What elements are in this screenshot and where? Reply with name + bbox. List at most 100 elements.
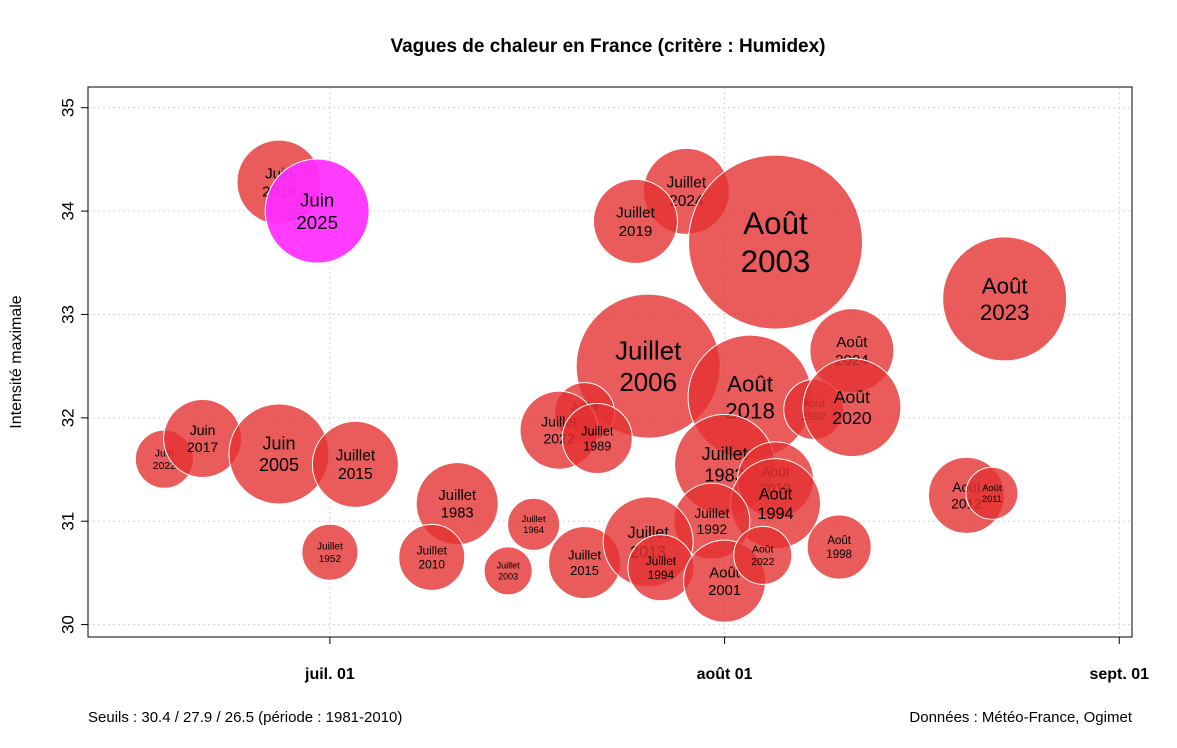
y-tick-label: 32 [58, 408, 77, 427]
bubble-year: 2022 [153, 461, 176, 472]
y-axis: 30 31 32 33 34 35 [58, 98, 88, 634]
bubble-year: 2003 [741, 244, 811, 279]
bubble-circle [398, 523, 466, 591]
bubble-label: Juin [190, 422, 216, 438]
bubble-label: Juillet [438, 488, 476, 504]
bubble-label: Août [834, 387, 870, 407]
bubble-label: Juillet [317, 542, 343, 553]
bubble-circle [942, 236, 1068, 362]
x-tick-label: août 01 [697, 666, 753, 683]
bubble-label: Août [743, 206, 808, 241]
x-axis: juil. 01 août 01 sept. 01 [304, 637, 1149, 683]
bubble-circle [688, 154, 864, 330]
bubble-label: Juillet [646, 554, 677, 568]
bubble-circle [561, 403, 633, 475]
x-tick-label: sept. 01 [1089, 666, 1149, 683]
bubble-year: 2015 [570, 563, 599, 578]
bubble-label: Juillet [702, 444, 748, 464]
bubble-year: 1992 [697, 522, 727, 537]
bubble-circle [311, 420, 399, 508]
x-tick-label: juil. 01 [304, 666, 355, 683]
bubble-year: 1994 [648, 568, 675, 582]
bubble-label: Juillet [667, 175, 707, 192]
bubble-year: 2011 [982, 494, 1002, 504]
bubble-circle [301, 523, 359, 581]
bubble-year: 2025 [296, 212, 338, 233]
bubble-label: Juillet [497, 561, 521, 571]
y-tick-label: 33 [58, 305, 77, 324]
bubble-year: 2020 [832, 408, 871, 428]
bubble-label: Juillet [336, 447, 376, 464]
bubble-label: Août [759, 486, 793, 504]
bubble-circle [806, 514, 872, 580]
bubble-label: Juillet [522, 514, 546, 524]
bubble-year: 2024 [669, 193, 704, 210]
bubble-circle [264, 158, 370, 264]
bubble-label: Juillet [694, 506, 729, 521]
bubble-label: Juin [155, 449, 174, 460]
bubble-label: Juillet [581, 424, 614, 438]
bubble-label: Août [982, 273, 1029, 298]
bubble-year: 2006 [619, 369, 677, 397]
bubble-circle [965, 466, 1019, 520]
bubble-year: 2017 [187, 439, 218, 455]
bubble-label: Juillet [615, 338, 682, 366]
bubble-label: Août [709, 565, 739, 581]
bubble-year: 2015 [338, 466, 372, 483]
bubble-label: Août [752, 545, 774, 556]
bubble-label: Août [982, 483, 1002, 493]
bubble-circle [733, 525, 793, 585]
y-tick-label: 35 [58, 98, 77, 117]
bubble-circle [802, 357, 902, 457]
bubble-label: Juillet [417, 543, 448, 557]
bubble-year: 2003 [498, 571, 518, 581]
y-tick-label: 34 [58, 202, 77, 221]
bubble: Juillet 1983 [415, 462, 499, 546]
bubble-label: Juillet [616, 205, 655, 222]
bubble-label: Juin [262, 434, 295, 454]
bubble-year: 2005 [259, 455, 299, 475]
bubble: Août 1998 [806, 514, 872, 580]
bubble-label: Août [827, 535, 851, 547]
bubble-circle [483, 546, 533, 596]
bubble-year: 1983 [441, 506, 474, 522]
bubble-year: 1964 [523, 525, 544, 535]
threshold-note: Seuils : 30.4 / 27.9 / 26.5 (période : 1… [88, 709, 402, 726]
bubble-label: Août [727, 372, 774, 397]
bubble-label: Juin [300, 189, 334, 210]
bubble-year: 2023 [980, 300, 1030, 325]
bubble-year: 2022 [751, 557, 774, 568]
chart-title: Vagues de chaleur en France (critère : H… [390, 36, 825, 57]
bubble-year: 2001 [708, 583, 741, 599]
bubble-year: 2019 [619, 223, 653, 240]
bubble-year: 1998 [826, 549, 852, 561]
plot-frame [87, 86, 1133, 638]
bubble-circle [592, 178, 678, 264]
y-axis-label: Intensité maximale [8, 295, 25, 428]
bubble-year: 1952 [319, 554, 342, 565]
bubble-year: 2010 [419, 558, 446, 572]
y-tick-label: 31 [58, 512, 77, 531]
bubble-year: 1983 [705, 465, 745, 485]
bubble-year: 1989 [583, 439, 611, 453]
bubble: Juillet 2015 [311, 420, 399, 508]
bubble-year: 1994 [758, 505, 794, 523]
bubble-label: Juillet [568, 547, 602, 562]
data-source: Données : Météo-France, Ogimet [909, 709, 1132, 726]
y-tick-label: 30 [58, 615, 77, 634]
